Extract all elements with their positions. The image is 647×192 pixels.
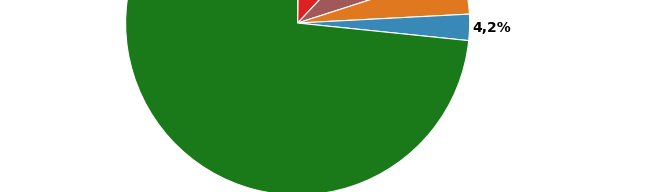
- Wedge shape: [298, 0, 415, 23]
- Wedge shape: [298, 0, 461, 23]
- Wedge shape: [126, 0, 468, 192]
- Wedge shape: [298, 14, 470, 41]
- Wedge shape: [298, 0, 301, 23]
- Wedge shape: [298, 0, 469, 23]
- Text: 4,2%: 4,2%: [472, 21, 511, 35]
